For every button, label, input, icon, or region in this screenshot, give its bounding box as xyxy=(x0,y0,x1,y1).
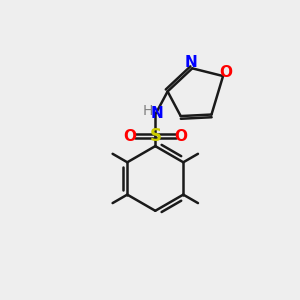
Text: N: N xyxy=(184,56,197,70)
Text: O: O xyxy=(174,129,187,144)
Text: N: N xyxy=(151,106,163,121)
Text: O: O xyxy=(220,65,232,80)
Text: S: S xyxy=(149,127,161,145)
Text: H: H xyxy=(142,104,153,118)
Text: O: O xyxy=(123,129,136,144)
